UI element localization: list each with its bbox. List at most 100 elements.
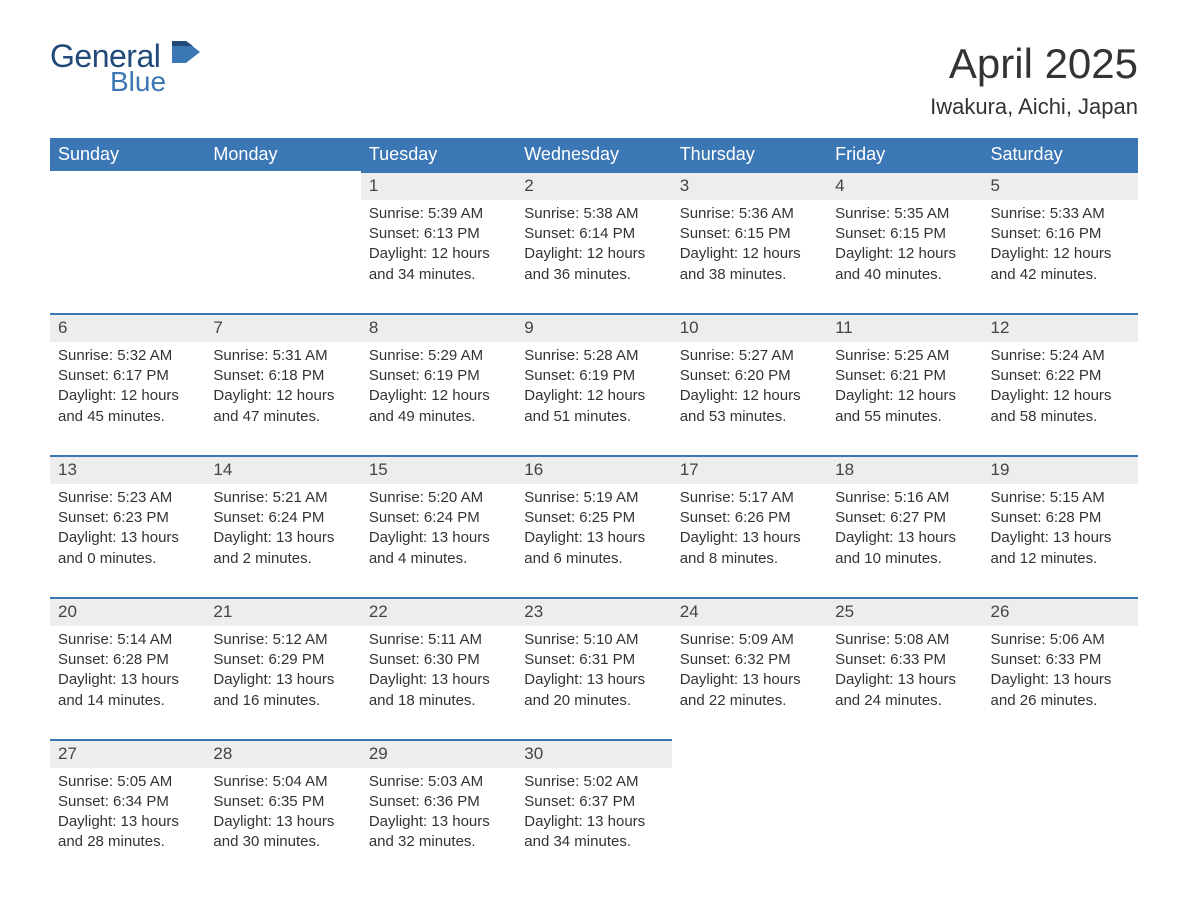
calendar-day: 29 Sunrise: 5:03 AMSunset: 6:36 PMDayligh…: [361, 739, 516, 881]
calendar-day: 18Sunrise: 5:16 AMSunset: 6:27 PMDayligh…: [827, 455, 982, 597]
calendar-day: 9Sunrise: 5:28 AMSunset: 6:19 PMDaylight…: [516, 313, 671, 455]
day-number: 26: [983, 597, 1138, 626]
sunset-line: Sunset: 6:32 PM: [680, 650, 819, 670]
title-block: April 2025 Iwakura, Aichi, Japan: [930, 40, 1138, 120]
day-number: 3: [672, 171, 827, 200]
sunset-line: Sunset: 6:28 PM: [58, 650, 197, 670]
calendar-day: 5Sunrise: 5:33 AMSunset: 6:16 PMDaylight…: [983, 171, 1138, 313]
sunrise-line: Sunrise: 5:27 AM: [680, 346, 819, 366]
sunrise-line: Sunrise: 5:02 AM: [524, 772, 663, 792]
calendar-week: 20Sunrise: 5:14 AMSunset: 6:28 PMDayligh…: [50, 597, 1138, 739]
calendar-day: 30Sunrise: 5:02 AMSunset: 6:37 PMDayligh…: [516, 739, 671, 881]
calendar-day: 26Sunrise: 5:06 AMSunset: 6:33 PMDayligh…: [983, 597, 1138, 739]
day-number: 29: [361, 739, 516, 768]
sunset-line: Sunset: 6:18 PM: [213, 366, 352, 386]
daylight-line: Daylight: 13 hours and 30 minutes.: [213, 812, 352, 853]
sunrise-line: Sunrise: 5:20 AM: [369, 488, 508, 508]
sunrise-line: Sunrise: 5:32 AM: [58, 346, 197, 366]
calendar-day: 14Sunrise: 5:21 AMSunset: 6:24 PMDayligh…: [205, 455, 360, 597]
daylight-line: Daylight: 12 hours and 40 minutes.: [835, 244, 974, 285]
sunrise-line: Sunrise: 5:03 AM: [369, 772, 508, 792]
calendar-week: 6Sunrise: 5:32 AMSunset: 6:17 PMDaylight…: [50, 313, 1138, 455]
sunset-line: Sunset: 6:16 PM: [991, 224, 1130, 244]
day-number: 24: [672, 597, 827, 626]
calendar-day: 24Sunrise: 5:09 AMSunset: 6:32 PMDayligh…: [672, 597, 827, 739]
calendar-day: [205, 171, 360, 313]
sunrise-line: Sunrise: 5:23 AM: [58, 488, 197, 508]
day-number: 20: [50, 597, 205, 626]
day-number: 11: [827, 313, 982, 342]
sunset-line: Sunset: 6:33 PM: [991, 650, 1130, 670]
calendar-day: 10Sunrise: 5:27 AMSunset: 6:20 PMDayligh…: [672, 313, 827, 455]
logo-text: General Blue: [50, 40, 166, 96]
daylight-line: Daylight: 13 hours and 32 minutes.: [369, 812, 508, 853]
weekday-header: Monday: [205, 138, 360, 171]
sunrise-line: Sunrise: 5:09 AM: [680, 630, 819, 650]
calendar-day: 23Sunrise: 5:10 AMSunset: 6:31 PMDayligh…: [516, 597, 671, 739]
title-month: April 2025: [930, 40, 1138, 88]
daylight-line: Daylight: 13 hours and 20 minutes.: [524, 670, 663, 711]
day-number: 9: [516, 313, 671, 342]
sunrise-line: Sunrise: 5:35 AM: [835, 204, 974, 224]
day-number: 16: [516, 455, 671, 484]
calendar-day: 11Sunrise: 5:25 AMSunset: 6:21 PMDayligh…: [827, 313, 982, 455]
sunset-line: Sunset: 6:15 PM: [680, 224, 819, 244]
daylight-line: Daylight: 12 hours and 47 minutes.: [213, 386, 352, 427]
weekday-header: Thursday: [672, 138, 827, 171]
daylight-line: Daylight: 13 hours and 14 minutes.: [58, 670, 197, 711]
sunset-line: Sunset: 6:36 PM: [369, 792, 508, 812]
daylight-line: Daylight: 13 hours and 4 minutes.: [369, 528, 508, 569]
day-number: 2: [516, 171, 671, 200]
day-number: 23: [516, 597, 671, 626]
calendar-day: 4Sunrise: 5:35 AMSunset: 6:15 PMDaylight…: [827, 171, 982, 313]
sunset-line: Sunset: 6:22 PM: [991, 366, 1130, 386]
day-number: 21: [205, 597, 360, 626]
daylight-line: Daylight: 13 hours and 0 minutes.: [58, 528, 197, 569]
sunrise-line: Sunrise: 5:39 AM: [369, 204, 508, 224]
daylight-line: Daylight: 12 hours and 58 minutes.: [991, 386, 1130, 427]
daylight-line: Daylight: 13 hours and 10 minutes.: [835, 528, 974, 569]
calendar-day: 19Sunrise: 5:15 AMSunset: 6:28 PMDayligh…: [983, 455, 1138, 597]
calendar-day: 3Sunrise: 5:36 AMSunset: 6:15 PMDaylight…: [672, 171, 827, 313]
logo: General Blue: [50, 40, 200, 96]
calendar-day: [50, 171, 205, 313]
calendar-day: 7 Sunrise: 5:31 AMSunset: 6:18 PMDaylight…: [205, 313, 360, 455]
daylight-line: Daylight: 13 hours and 6 minutes.: [524, 528, 663, 569]
header: General Blue April 2025 Iwakura, Aichi, …: [50, 40, 1138, 120]
daylight-line: Daylight: 12 hours and 53 minutes.: [680, 386, 819, 427]
calendar-table: SundayMondayTuesdayWednesdayThursdayFrid…: [50, 138, 1138, 881]
daylight-line: Daylight: 12 hours and 45 minutes.: [58, 386, 197, 427]
daylight-line: Daylight: 13 hours and 34 minutes.: [524, 812, 663, 853]
day-number: 14: [205, 455, 360, 484]
sunrise-line: Sunrise: 5:16 AM: [835, 488, 974, 508]
sunrise-line: Sunrise: 5:36 AM: [680, 204, 819, 224]
calendar-week: 13Sunrise: 5:23 AMSunset: 6:23 PMDayligh…: [50, 455, 1138, 597]
calendar-day: [672, 739, 827, 881]
weekday-header: Tuesday: [361, 138, 516, 171]
sunset-line: Sunset: 6:19 PM: [524, 366, 663, 386]
day-number: 15: [361, 455, 516, 484]
sunrise-line: Sunrise: 5:08 AM: [835, 630, 974, 650]
day-number: 13: [50, 455, 205, 484]
calendar-day: 1Sunrise: 5:39 AMSunset: 6:13 PMDaylight…: [361, 171, 516, 313]
day-number: 19: [983, 455, 1138, 484]
calendar-day: 13Sunrise: 5:23 AMSunset: 6:23 PMDayligh…: [50, 455, 205, 597]
weekday-header: Saturday: [983, 138, 1138, 171]
calendar-day: 12Sunrise: 5:24 AMSunset: 6:22 PMDayligh…: [983, 313, 1138, 455]
day-number: 6: [50, 313, 205, 342]
sunset-line: Sunset: 6:29 PM: [213, 650, 352, 670]
sunset-line: Sunset: 6:14 PM: [524, 224, 663, 244]
calendar-day: 16Sunrise: 5:19 AMSunset: 6:25 PMDayligh…: [516, 455, 671, 597]
day-number: 7: [205, 313, 360, 342]
sunset-line: Sunset: 6:13 PM: [369, 224, 508, 244]
sunrise-line: Sunrise: 5:14 AM: [58, 630, 197, 650]
sunrise-line: Sunrise: 5:31 AM: [213, 346, 352, 366]
daylight-line: Daylight: 12 hours and 55 minutes.: [835, 386, 974, 427]
sunset-line: Sunset: 6:31 PM: [524, 650, 663, 670]
daylight-line: Daylight: 13 hours and 26 minutes.: [991, 670, 1130, 711]
calendar-week: 27Sunrise: 5:05 AMSunset: 6:34 PMDayligh…: [50, 739, 1138, 881]
daylight-line: Daylight: 12 hours and 42 minutes.: [991, 244, 1130, 285]
calendar-day: 6Sunrise: 5:32 AMSunset: 6:17 PMDaylight…: [50, 313, 205, 455]
calendar-day: 27Sunrise: 5:05 AMSunset: 6:34 PMDayligh…: [50, 739, 205, 881]
sunrise-line: Sunrise: 5:38 AM: [524, 204, 663, 224]
